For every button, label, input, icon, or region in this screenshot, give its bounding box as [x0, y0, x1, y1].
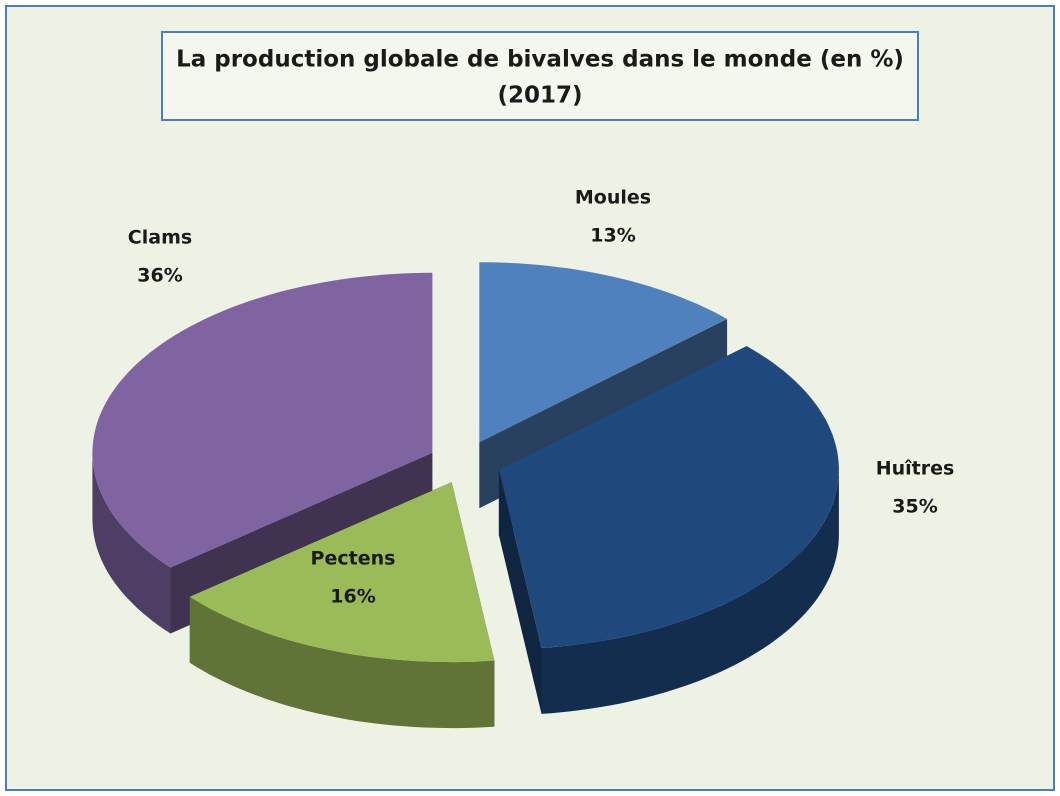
slice: [498, 346, 839, 648]
slice: [92, 272, 433, 568]
category-label: Huîtres: [876, 458, 955, 480]
slice-wall: [541, 469, 839, 714]
value-label: 16%: [330, 586, 375, 608]
value-label: 13%: [590, 225, 635, 247]
slice-wall: [92, 452, 171, 634]
title-box: [161, 31, 919, 121]
slice-wall: [189, 596, 495, 729]
slice: [479, 262, 728, 443]
category-label: Pectens: [311, 548, 396, 570]
category-label: Clams: [128, 227, 192, 249]
chart-title: La production globale de bivalves dans l…: [176, 47, 904, 73]
chart-subtitle: (2017): [497, 83, 582, 109]
value-label: 36%: [137, 265, 182, 287]
slice: [189, 482, 495, 663]
value-label: 35%: [892, 496, 937, 518]
category-label: Moules: [575, 187, 651, 209]
slice-side: [498, 469, 542, 714]
